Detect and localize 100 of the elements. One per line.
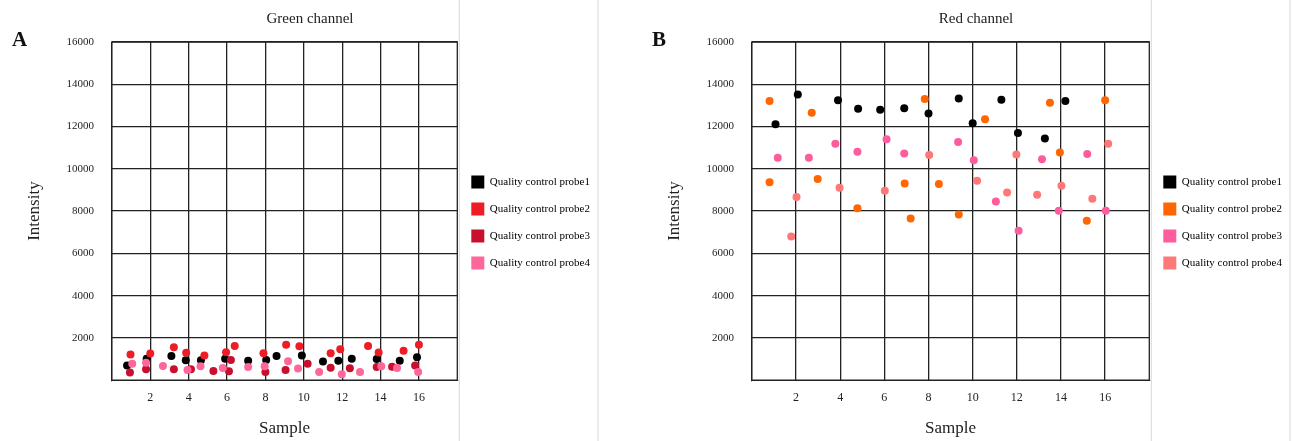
- legend-label: Quality control probe1: [489, 174, 591, 187]
- point: [1082, 216, 1091, 225]
- x-tick-label: 4: [185, 389, 192, 404]
- text: A: [12, 26, 28, 51]
- point: [854, 104, 863, 113]
- chart-title: Green channel: [266, 9, 354, 26]
- point: [196, 362, 205, 371]
- point: [834, 96, 842, 105]
- point: [1055, 148, 1064, 157]
- point: [981, 115, 990, 124]
- legend-label: Quality control probe1: [1181, 174, 1283, 187]
- legend-label: Quality control probe3: [1181, 228, 1283, 241]
- x-tick-label: 12: [1010, 389, 1023, 404]
- y-axis-title: Intensity: [663, 180, 683, 241]
- point: [765, 96, 774, 105]
- point: [303, 359, 312, 368]
- point: [146, 349, 155, 358]
- point: [395, 356, 404, 365]
- x-tick-label: 16: [412, 389, 425, 404]
- x-tick-label: 8: [262, 389, 269, 404]
- point: [411, 361, 420, 370]
- point: [1101, 206, 1110, 215]
- point: [787, 232, 796, 241]
- y-tick-label: 10000: [706, 161, 735, 174]
- point: [1012, 150, 1021, 159]
- x-tick-label: 4: [837, 389, 844, 404]
- point: [969, 156, 978, 165]
- y-tick-label: 8000: [711, 203, 735, 216]
- point: [167, 352, 176, 361]
- x-tick-label: 16: [1099, 389, 1112, 404]
- point: [399, 346, 408, 355]
- point: [126, 350, 135, 359]
- point: [954, 210, 963, 219]
- point: [906, 214, 915, 223]
- point: [181, 356, 190, 365]
- point: [326, 349, 335, 358]
- legend-label: Quality control probe3: [489, 228, 591, 241]
- point: [218, 363, 227, 372]
- chart-title: Red channel: [938, 9, 1014, 26]
- point: [934, 180, 943, 189]
- point: [1038, 155, 1046, 164]
- point: [1061, 96, 1070, 105]
- text: B: [652, 26, 667, 51]
- point: [393, 363, 402, 372]
- point: [991, 197, 1000, 206]
- point: [1054, 206, 1063, 215]
- point: [169, 365, 178, 374]
- point: [224, 367, 233, 376]
- point: [345, 364, 354, 373]
- point: [337, 370, 346, 379]
- y-tick-label: 10000: [66, 161, 95, 174]
- point: [1104, 139, 1113, 148]
- point: [334, 356, 343, 365]
- y-tick-label: 8000: [71, 203, 95, 216]
- y-tick-label: 4000: [71, 288, 95, 301]
- y-tick-label: 2000: [71, 330, 95, 343]
- y-tick-label: 12000: [66, 119, 95, 132]
- point: [900, 104, 909, 113]
- point: [259, 349, 268, 358]
- y-tick-label: 14000: [66, 77, 95, 90]
- point: [1040, 134, 1049, 143]
- point: [876, 105, 885, 114]
- point: [125, 368, 134, 377]
- point: [973, 176, 982, 185]
- point: [1014, 226, 1023, 235]
- point: [284, 357, 293, 366]
- point: [773, 153, 782, 162]
- point: [260, 362, 269, 371]
- x-axis-title: Sample: [259, 418, 311, 438]
- point: [807, 108, 816, 117]
- y-tick-label: 14000: [706, 77, 735, 90]
- x-tick-label: 6: [881, 389, 888, 404]
- point: [771, 120, 780, 129]
- point: [900, 179, 909, 188]
- point: [1101, 96, 1110, 105]
- point: [954, 94, 963, 103]
- point: [1045, 98, 1054, 107]
- point: [326, 363, 335, 372]
- point: [230, 341, 239, 350]
- point: [347, 354, 356, 363]
- point: [1003, 188, 1012, 197]
- point: [793, 90, 802, 99]
- point: [925, 151, 934, 160]
- point: [372, 355, 381, 364]
- x-tick-label: 14: [1054, 389, 1067, 404]
- x-tick-label: 12: [336, 389, 349, 404]
- legend-label: Quality control probe2: [1181, 201, 1283, 214]
- x-tick-label: 8: [925, 389, 932, 404]
- point: [377, 362, 386, 371]
- point: [924, 109, 933, 118]
- y-tick-label: 2000: [711, 330, 735, 343]
- legend-label: Quality control probe4: [489, 255, 591, 268]
- point: [374, 348, 383, 357]
- point: [182, 348, 191, 357]
- point: [880, 186, 889, 195]
- point: [414, 367, 423, 376]
- point: [1083, 150, 1092, 159]
- point: [128, 359, 137, 368]
- x-axis-title: Sample: [925, 418, 977, 438]
- point: [336, 345, 345, 354]
